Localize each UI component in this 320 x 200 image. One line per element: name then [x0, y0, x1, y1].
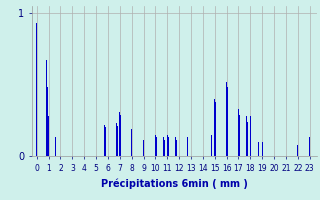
Bar [246, 116, 247, 156]
Bar [176, 140, 177, 156]
Bar [46, 60, 47, 156]
Bar [155, 135, 156, 156]
Bar [167, 135, 168, 156]
Bar [247, 122, 248, 156]
Bar [36, 23, 37, 156]
Bar [108, 117, 109, 156]
Bar [120, 115, 121, 156]
Bar [179, 135, 180, 156]
Bar [258, 142, 259, 156]
Bar [226, 82, 227, 156]
Bar [239, 115, 240, 156]
Bar [105, 127, 106, 156]
Bar [164, 140, 165, 156]
Bar [238, 109, 239, 156]
Bar [175, 137, 176, 156]
Bar [131, 129, 132, 156]
Bar [187, 137, 188, 156]
Bar [119, 112, 120, 156]
Bar [143, 140, 144, 156]
Bar [215, 102, 216, 156]
X-axis label: Précipitations 6min ( mm ): Précipitations 6min ( mm ) [101, 178, 248, 189]
Bar [55, 137, 56, 156]
Bar [227, 87, 228, 156]
Bar [47, 87, 48, 156]
Bar [104, 125, 105, 156]
Bar [309, 137, 310, 156]
Bar [156, 137, 157, 156]
Bar [250, 116, 251, 156]
Bar [214, 99, 215, 156]
Bar [48, 116, 49, 156]
Bar [211, 135, 212, 156]
Bar [168, 137, 169, 156]
